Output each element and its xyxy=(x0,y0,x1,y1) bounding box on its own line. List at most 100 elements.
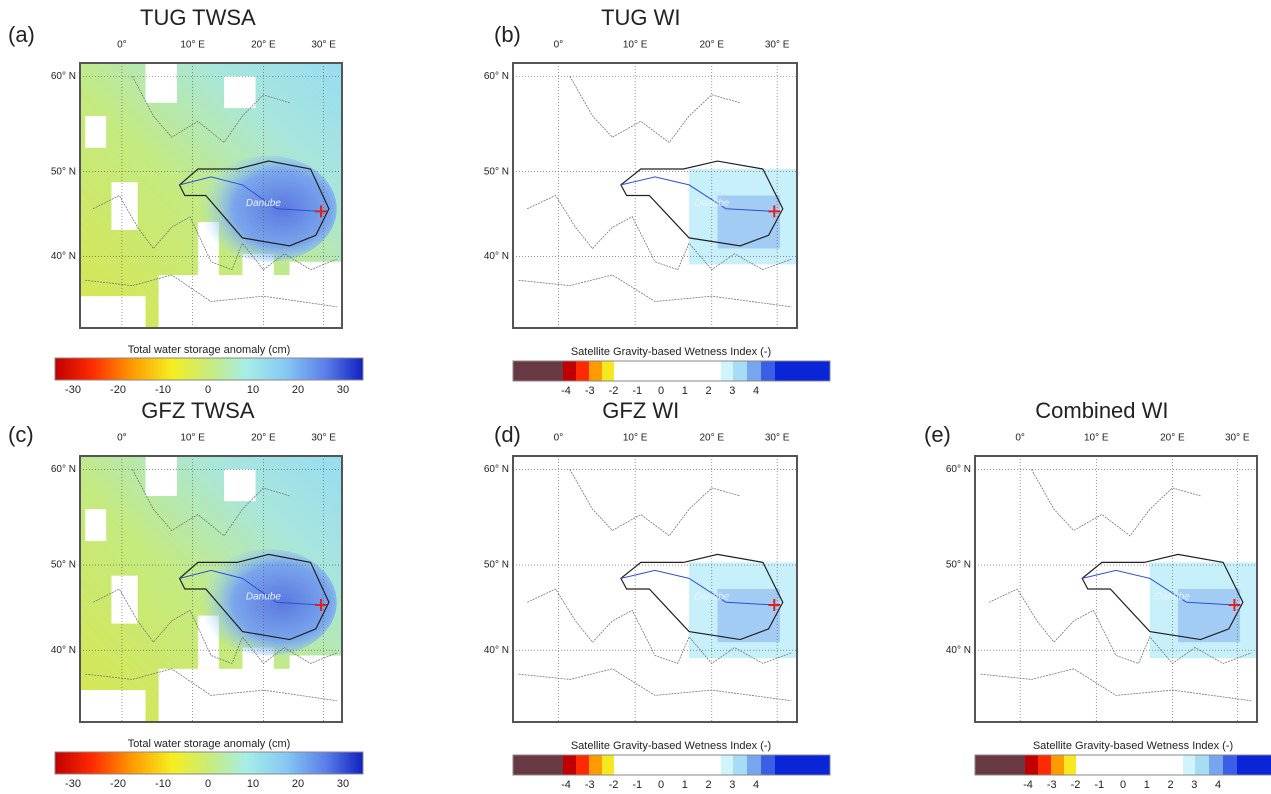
colorbar-tick-label: -4 xyxy=(561,385,571,397)
outlet-marker xyxy=(315,205,328,218)
lon-label: 20° E xyxy=(700,433,725,444)
colorbar-segment xyxy=(602,755,614,775)
lat-label: 40° N xyxy=(946,645,971,656)
map-panel: (e) Combined WI 0° 10° E 20° E 30° E 60° N 50° … xyxy=(924,398,1271,791)
coastline xyxy=(132,469,290,537)
lat-label: 40° N xyxy=(51,251,76,262)
colorbar-tick-label: -10 xyxy=(155,778,171,790)
colorbar-frame xyxy=(974,754,1271,776)
colorbar-segment xyxy=(975,755,1025,775)
colorbar-segment xyxy=(1051,755,1064,775)
map-frame xyxy=(79,62,343,329)
lon-label: 0° xyxy=(117,433,127,444)
colorbar-tick-label: 0 xyxy=(205,778,211,790)
coastline xyxy=(92,588,337,665)
colorbar-tick-label: 2 xyxy=(705,385,711,397)
lon-label: 10° E xyxy=(1084,433,1109,444)
colorbar-segment xyxy=(1237,755,1271,775)
colorbar-tick-label: -2 xyxy=(609,385,619,397)
colorbar-tick-label: 10 xyxy=(247,384,259,396)
lon-label: 20° E xyxy=(251,433,276,444)
lat-label: 50° N xyxy=(484,560,509,571)
basin-label: Danube xyxy=(1155,592,1190,603)
lat-label: 60° N xyxy=(51,71,76,82)
lat-label: 50° N xyxy=(51,560,76,571)
colorbar-frame xyxy=(512,360,831,382)
coastline xyxy=(980,668,1252,702)
panel-title: TUG WI xyxy=(601,5,680,30)
colorbar-segment xyxy=(1183,755,1195,775)
colorbar-segment xyxy=(775,361,830,381)
river xyxy=(1082,569,1235,606)
colorbar-segment xyxy=(775,755,830,775)
colorbar-tick-label: -2 xyxy=(609,779,619,791)
colorbar-segment xyxy=(1209,755,1223,775)
lon-label: 30° E xyxy=(765,40,790,51)
lon-label: 20° E xyxy=(1160,433,1185,444)
no-data-area xyxy=(224,76,256,109)
river xyxy=(620,569,775,606)
no-data-area xyxy=(145,456,177,496)
colorbar-tick-label: 3 xyxy=(1191,779,1197,791)
basin-label: Danube xyxy=(246,198,281,209)
colorbar-tick-label: -3 xyxy=(585,385,595,397)
lat-label: 50° N xyxy=(484,166,509,177)
no-data-area xyxy=(289,261,342,294)
coastline xyxy=(988,588,1252,665)
lon-label: 0° xyxy=(554,433,564,444)
colorbar-frame xyxy=(512,754,831,776)
coastline xyxy=(92,194,337,271)
basin-outline xyxy=(178,160,330,247)
colorbar-tick-label: -3 xyxy=(1047,779,1057,791)
no-data-area xyxy=(85,116,107,148)
basin-label: Danube xyxy=(694,198,729,209)
colorbar-tick-label: -4 xyxy=(1023,779,1033,791)
colorbar-tick-label: 30 xyxy=(337,778,349,790)
colorbar-segment xyxy=(1223,755,1237,775)
lat-label: 40° N xyxy=(51,645,76,656)
map-panel: (d) GFZ WI 0° 10° E 20° E 30° E 60° N 50° N 40° … xyxy=(484,398,831,791)
coastline xyxy=(518,668,792,702)
map-frame xyxy=(974,455,1258,723)
river xyxy=(179,176,322,212)
no-data-area xyxy=(111,575,138,624)
colorbar-segment xyxy=(733,361,747,381)
no-data-area xyxy=(80,296,146,328)
colorbar xyxy=(54,357,364,381)
colorbar-segment xyxy=(1038,755,1051,775)
colorbar-segment xyxy=(563,755,576,775)
colorbar-segment xyxy=(1064,755,1076,775)
colorbar-segment xyxy=(747,755,761,775)
coastline xyxy=(85,668,337,702)
colorbar-segment xyxy=(721,755,733,775)
lat-label: 60° N xyxy=(484,71,509,82)
no-data-area xyxy=(289,655,342,688)
lat-label: 40° N xyxy=(484,645,509,656)
lat-label: 60° N xyxy=(946,464,971,475)
no-data-area xyxy=(85,509,107,542)
colorbar-segment xyxy=(1076,755,1183,775)
panel-title: TUG TWSA xyxy=(140,5,256,30)
colorbar-segment xyxy=(761,755,775,775)
colorbar-segment xyxy=(576,361,589,381)
coastline xyxy=(569,469,741,537)
outlet-marker xyxy=(1228,598,1241,611)
colorbar-tick-label: 4 xyxy=(1215,779,1221,791)
colorbar-tick-label: 0 xyxy=(1120,779,1126,791)
lon-label: 20° E xyxy=(251,40,276,51)
colorbar-segment xyxy=(513,755,563,775)
colorbar-tick-label: 1 xyxy=(1144,779,1150,791)
colorbar-tick-label: 1 xyxy=(682,779,688,791)
lon-label: 0° xyxy=(554,40,564,51)
outlet-marker xyxy=(768,598,781,611)
lon-label: 10° E xyxy=(623,40,648,51)
panel-title: Combined WI xyxy=(1035,398,1168,423)
colorbar-title: Satellite Gravity-based Wetness Index (-… xyxy=(1033,740,1233,752)
colorbar-tick-label: 3 xyxy=(729,385,735,397)
lat-label: 60° N xyxy=(51,464,76,475)
panel-label: (c) xyxy=(8,422,34,447)
colorbar-tick-label: -10 xyxy=(155,384,171,396)
colorbar-tick-label: 30 xyxy=(337,384,349,396)
colorbar-segment xyxy=(614,755,721,775)
